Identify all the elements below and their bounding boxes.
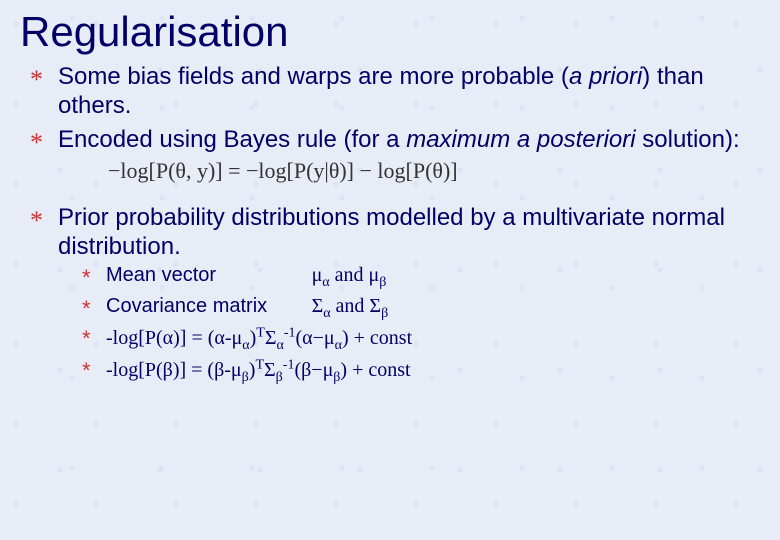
sub-1-label: Mean vector: [106, 263, 306, 288]
main-bullet-list-2: Prior probability distributions modelled…: [20, 203, 760, 387]
slide-container: Regularisation Some bias fields and warp…: [0, 0, 780, 386]
sub-1-val: μα and μβ: [312, 264, 387, 286]
bullet-1-ital: a priori: [569, 63, 642, 90]
bullet-3: Prior probability distributions modelled…: [30, 203, 760, 387]
sub-2: Covariance matrix Σα and Σβ: [82, 294, 760, 323]
bullet-2: Encoded using Bayes rule (for a maximum …: [30, 125, 760, 185]
sub-4: -log[P(β)] = (β-μβ)TΣβ-1(β−μβ) + const: [82, 356, 760, 386]
bullet-1: Some bias fields and warps are more prob…: [30, 62, 760, 121]
sub-3-text: -log[P(α)] = (α-μα)TΣα-1(α−μα) + const: [106, 327, 412, 349]
sub-1: Mean vector μα and μβ: [82, 263, 760, 292]
sub-3: -log[P(α)] = (α-μα)TΣα-1(α−μα) + const: [82, 324, 760, 354]
slide-title: Regularisation: [20, 8, 760, 56]
sub-4-text: -log[P(β)] = (β-μβ)TΣβ-1(β−μβ) + const: [106, 359, 411, 381]
sub-bullet-list: Mean vector μα and μβ Covariance matrix …: [58, 263, 760, 386]
sub-2-label: Covariance matrix: [106, 294, 306, 319]
bayes-formula: −log[P(θ, y)] = −log[P(y|θ)] − log[P(θ)]: [108, 158, 760, 185]
bullet-1-pre: Some bias fields and warps are more prob…: [58, 63, 569, 90]
bullet-2-post: solution):: [636, 126, 740, 153]
bullet-3-text: Prior probability distributions modelled…: [58, 204, 725, 260]
sub-2-val: Σα and Σβ: [312, 295, 389, 317]
main-bullet-list: Some bias fields and warps are more prob…: [20, 62, 760, 185]
bullet-2-pre: Encoded using Bayes rule (for a: [58, 126, 406, 153]
spacer: [20, 189, 760, 203]
bullet-2-ital: maximum a posteriori: [406, 126, 635, 153]
